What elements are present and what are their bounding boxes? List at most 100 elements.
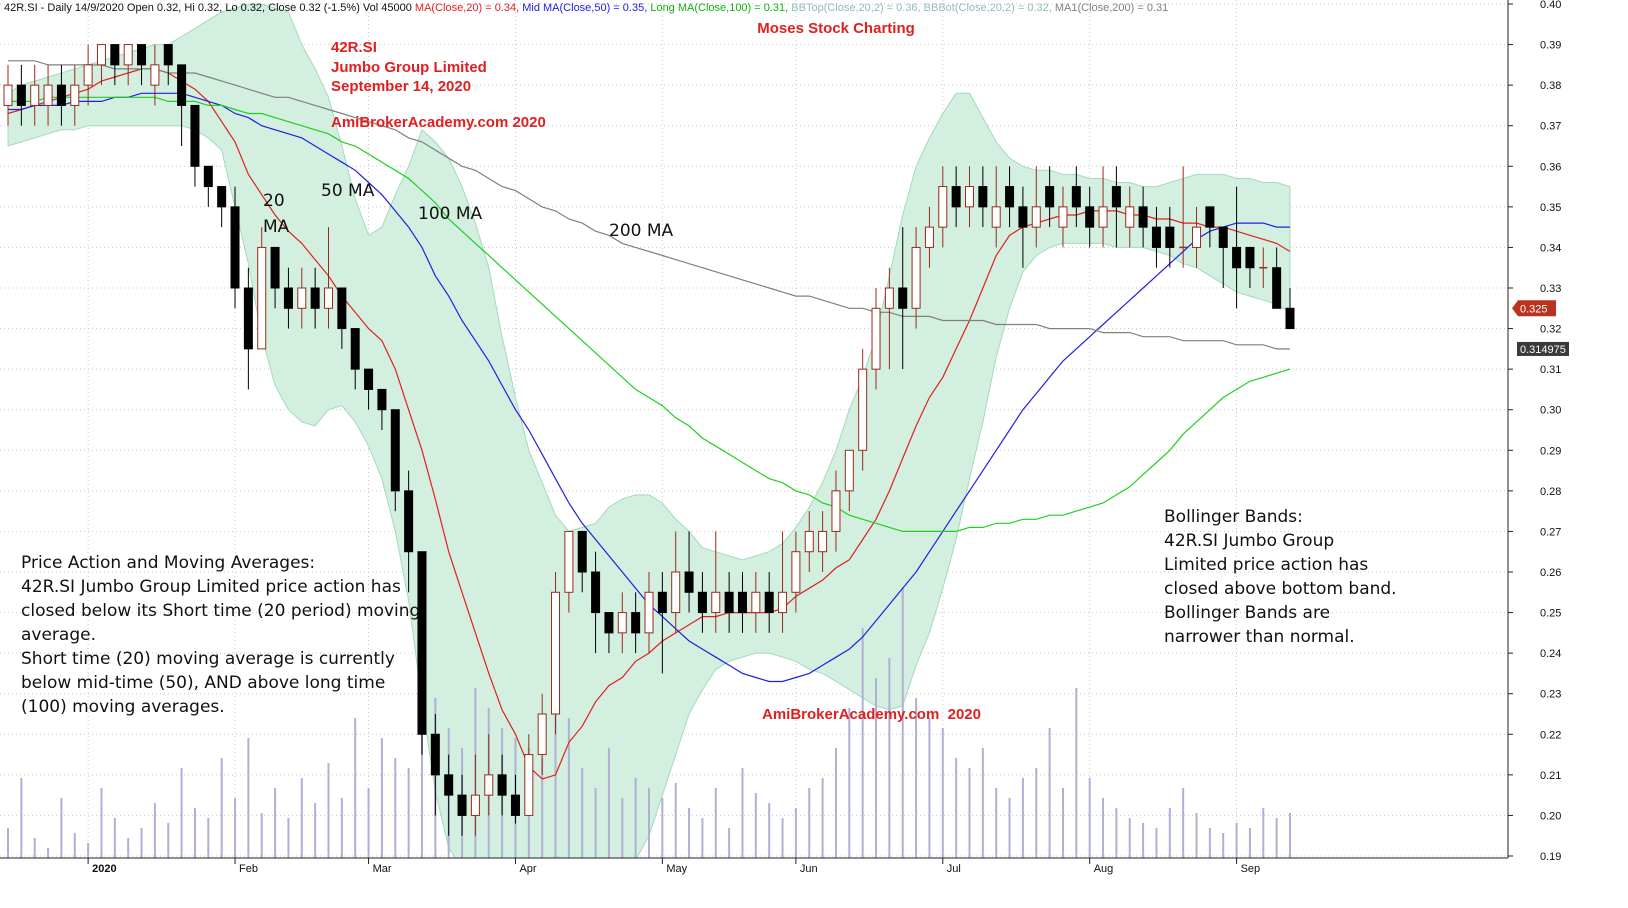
candle-body [924, 226, 934, 248]
volume-bar [1248, 828, 1251, 858]
candle-body [711, 591, 721, 614]
candle-body [617, 612, 627, 634]
candle-body [283, 287, 293, 309]
x-tick-label: Sep [1241, 863, 1261, 875]
volume-bar [915, 698, 918, 858]
volume-bar [340, 798, 343, 858]
volume-bar [1061, 788, 1064, 858]
header-segment: BBTop(Close,20,2) = 0.36, [791, 2, 923, 14]
volume-bar [981, 748, 984, 858]
volume-bar [648, 788, 650, 858]
plot-area [3, 3, 1295, 858]
candle-body [444, 774, 454, 796]
candle-body [257, 246, 267, 350]
y-tick-label: 0.21 [1540, 770, 1561, 782]
header-segment: Long MA(Close,100) = 0.31, [650, 2, 791, 14]
note-line: Short time (20) moving average is curren… [21, 649, 395, 669]
annotation: 20 [263, 191, 285, 211]
candle-body [978, 186, 988, 208]
candle-body [364, 368, 374, 390]
candle-body [537, 713, 547, 756]
candle-body [1098, 206, 1108, 228]
x-tick-label: 2020 [92, 863, 116, 875]
candle-body [737, 591, 747, 614]
volume-bar [701, 818, 704, 858]
volume-bar [661, 798, 664, 858]
candle-body [831, 490, 841, 532]
volume-bar [100, 788, 103, 858]
annotation: 42R.SI [331, 39, 377, 56]
volume-bar [1021, 778, 1024, 858]
volume-bar [140, 828, 143, 858]
note-line: Limited price action has [1164, 555, 1368, 575]
y-tick-label: 0.25 [1540, 608, 1561, 620]
candle-body [965, 186, 974, 208]
x-tick-label: Feb [239, 863, 258, 875]
price-tag-label: 0.314975 [1520, 344, 1566, 356]
candle-body [844, 449, 854, 492]
candle-body [470, 794, 480, 816]
volume-bar [1142, 823, 1145, 858]
volume-bar [20, 778, 23, 858]
candle-body [83, 64, 93, 86]
candle-body [1272, 267, 1282, 309]
volume-bar [260, 813, 263, 858]
volume-bar [1262, 808, 1265, 858]
x-tick-label: Mar [373, 863, 392, 875]
candle-body [577, 530, 587, 573]
volume-bar [113, 818, 116, 858]
volume-bar [1168, 808, 1171, 858]
volume-bar [1195, 813, 1198, 858]
volume-bar [1102, 798, 1105, 858]
volume-bar [834, 748, 837, 858]
candle-body [564, 530, 574, 593]
note-line: closed below its Short time (20 period) … [21, 601, 420, 621]
candle-body [644, 591, 654, 634]
y-tick-label: 0.36 [1540, 161, 1561, 173]
volume-bar [1048, 728, 1051, 858]
volume-bar [1075, 688, 1078, 858]
header-segment: MA1(Close,200) = 0.31 [1055, 2, 1168, 14]
volume-bar [247, 738, 250, 858]
candle-body [858, 368, 868, 451]
volume-bar [380, 738, 383, 858]
volume-bar [848, 708, 851, 858]
candle-body [1111, 186, 1121, 208]
candle-body [337, 287, 347, 330]
volume-bar [594, 788, 597, 858]
volume-bar [73, 833, 76, 858]
candle-body [70, 84, 80, 106]
candle-body [217, 186, 227, 208]
volume-bar [234, 798, 237, 858]
volume-bar [1222, 833, 1225, 858]
volume-bar [714, 788, 717, 858]
candle-body [1125, 206, 1135, 228]
volume-bar [87, 843, 90, 858]
volume-bar [674, 783, 677, 858]
y-tick-label: 0.39 [1540, 40, 1561, 52]
candle-body [1018, 206, 1028, 228]
note-line: Bollinger Bands: [1164, 507, 1303, 527]
y-tick-label: 0.30 [1540, 405, 1561, 417]
candle-body [697, 591, 707, 614]
annotation: AmiBrokerAcademy.com 2020 [762, 706, 981, 723]
candle-body [324, 287, 333, 309]
volume-bar [781, 818, 784, 858]
volume-bar [741, 768, 744, 858]
candle-body [804, 530, 814, 553]
candle-body [1285, 307, 1295, 330]
volume-bar [207, 818, 210, 858]
volume-bar [1208, 828, 1211, 858]
candle-body [1205, 206, 1215, 228]
volume-bar [794, 808, 797, 858]
volume-bar [688, 808, 691, 858]
candle-body [1031, 206, 1041, 228]
y-tick-label: 0.35 [1540, 202, 1561, 214]
x-tick-label: Aug [1094, 863, 1114, 875]
volume-bar [1182, 788, 1185, 858]
x-tick-label: Jul [947, 863, 961, 875]
volume-bar [928, 718, 931, 858]
annotation: Jumbo Group Limited [331, 59, 487, 76]
header-segment: Mid MA(Close,50) = 0.35, [522, 2, 650, 14]
y-tick-label: 0.22 [1540, 729, 1561, 741]
